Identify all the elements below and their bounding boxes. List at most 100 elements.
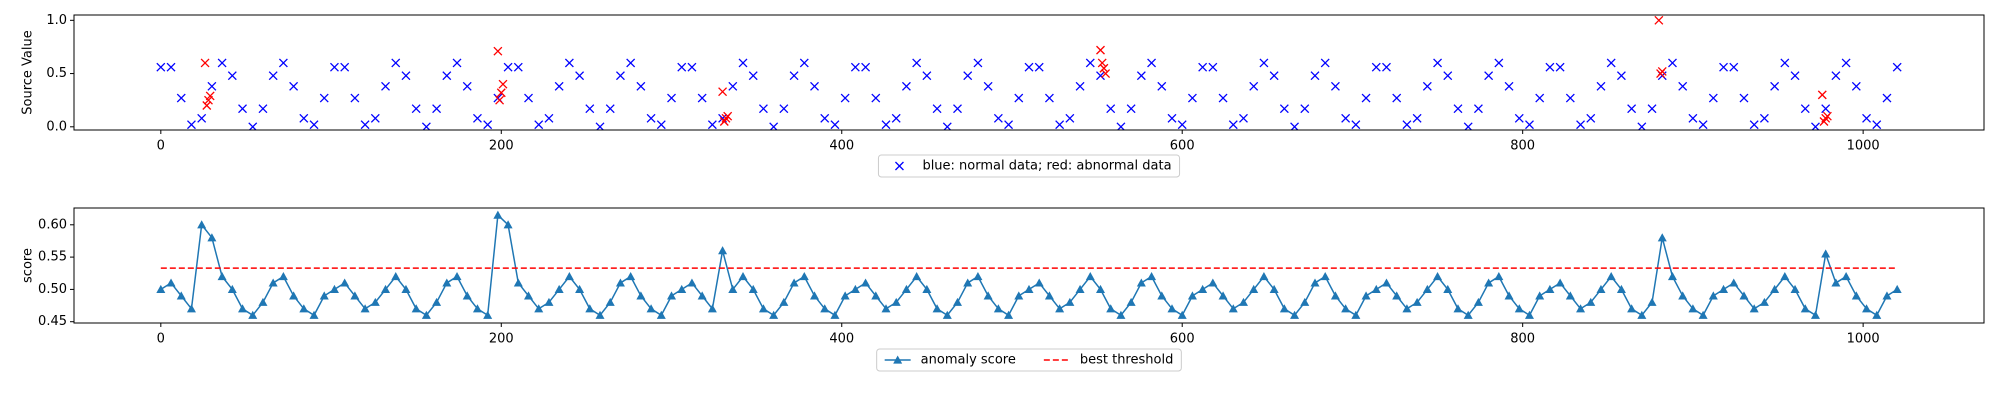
marker-x: [207, 81, 217, 91]
marker-stroke: [656, 120, 666, 130]
marker-x: [1627, 104, 1637, 114]
marker-stroke: [1106, 104, 1116, 114]
marker-x: [891, 113, 901, 123]
marker-stroke: [1657, 66, 1667, 76]
marker-x: [238, 104, 247, 114]
marker-x: [1279, 104, 1289, 114]
marker-triangle: [687, 278, 697, 287]
marker-triangle: [1596, 284, 1606, 294]
marker-triangle: [1422, 284, 1432, 294]
marker-stroke: [758, 104, 768, 114]
marker-x: [840, 93, 850, 103]
marker-stroke: [1565, 93, 1575, 103]
marker-x: [1310, 71, 1320, 81]
marker-stroke: [636, 81, 646, 91]
marker-triangle: [432, 297, 442, 306]
marker-triangle: [156, 284, 166, 294]
marker-stroke: [472, 113, 482, 123]
marker-x: [810, 81, 819, 91]
marker-x: [544, 113, 554, 123]
marker-x: [1463, 122, 1473, 130]
marker-x: [1187, 93, 1197, 103]
marker-x: [1126, 104, 1136, 114]
marker-stroke: [1259, 58, 1269, 68]
marker-stroke: [1402, 120, 1412, 130]
marker-stroke: [1473, 104, 1483, 114]
marker-x: [1514, 113, 1524, 123]
marker-x: [202, 101, 212, 110]
marker-triangle: [1851, 291, 1861, 300]
marker-x: [1841, 58, 1851, 68]
y-axis-label: Source Value: [21, 30, 36, 114]
marker-x: [912, 58, 922, 68]
marker-triangle: [513, 278, 523, 287]
marker-triangle: [789, 278, 799, 287]
marker-x: [1576, 120, 1586, 130]
marker-x: [1320, 58, 1330, 68]
marker-stroke: [1136, 71, 1146, 81]
marker-stroke: [1096, 71, 1105, 81]
marker-x: [197, 113, 207, 123]
marker-x: [861, 62, 871, 72]
marker-x: [718, 87, 728, 97]
marker-x: [687, 62, 697, 72]
marker-stroke: [1330, 81, 1340, 91]
marker-triangle: [840, 291, 850, 300]
marker-stroke: [810, 81, 819, 91]
marker-x: [1678, 81, 1688, 91]
x-tick-label: 600: [1170, 332, 1195, 347]
marker-stroke: [1433, 58, 1443, 68]
marker-triangle: [248, 310, 258, 319]
marker-stroke: [1310, 71, 1320, 81]
marker-x: [289, 81, 299, 91]
marker-triangle: [1800, 304, 1810, 313]
marker-stroke: [1749, 120, 1759, 130]
axes-frame: [73, 207, 1985, 324]
marker-triangle: [942, 310, 952, 319]
marker-stroke: [495, 95, 505, 105]
marker-x: [953, 104, 962, 114]
marker-stroke: [401, 71, 411, 81]
y-tick-label: 0.55: [38, 250, 67, 265]
marker-triangle: [186, 304, 196, 313]
marker-x: [1800, 104, 1810, 114]
marker-x: [585, 104, 595, 114]
marker-x: [1535, 93, 1545, 103]
marker-x: [894, 161, 904, 171]
marker-triangle: [1208, 278, 1218, 287]
marker-triangle: [1494, 271, 1504, 281]
marker-stroke: [340, 62, 350, 72]
marker-x: [1654, 15, 1664, 25]
marker-triangle: [258, 297, 268, 306]
marker-triangle: [1647, 297, 1657, 306]
marker-stroke: [1126, 104, 1136, 114]
marker-x: [636, 81, 646, 91]
marker-stroke: [513, 62, 523, 72]
x-tick-label: 600: [1170, 139, 1195, 154]
marker-x: [1647, 104, 1657, 114]
plot-area: [156, 15, 1902, 130]
axes-frame: [73, 14, 1985, 131]
marker-stroke: [1371, 62, 1381, 72]
marker-triangle: [1004, 310, 1014, 319]
marker-x: [983, 81, 993, 91]
marker-x: [1872, 120, 1882, 130]
marker-triangle: [329, 284, 339, 294]
marker-triangle: [391, 271, 401, 281]
marker-triangle: [1095, 284, 1105, 294]
marker-triangle: [1841, 271, 1851, 281]
marker-x: [166, 62, 176, 72]
marker-stroke: [585, 104, 595, 114]
legend-entry: best threshold: [1043, 353, 1173, 368]
marker-triangle: [299, 304, 309, 313]
marker-stroke: [728, 81, 738, 91]
marker-triangle: [850, 284, 860, 294]
marker-x: [850, 62, 860, 72]
marker-triangle: [1167, 304, 1177, 313]
marker-x: [1096, 45, 1105, 55]
marker-x: [329, 62, 339, 72]
marker-stroke: [1099, 63, 1109, 73]
marker-stroke: [1300, 104, 1310, 114]
x-tick-label: 1000: [1847, 139, 1880, 154]
marker-stroke: [1187, 93, 1197, 103]
